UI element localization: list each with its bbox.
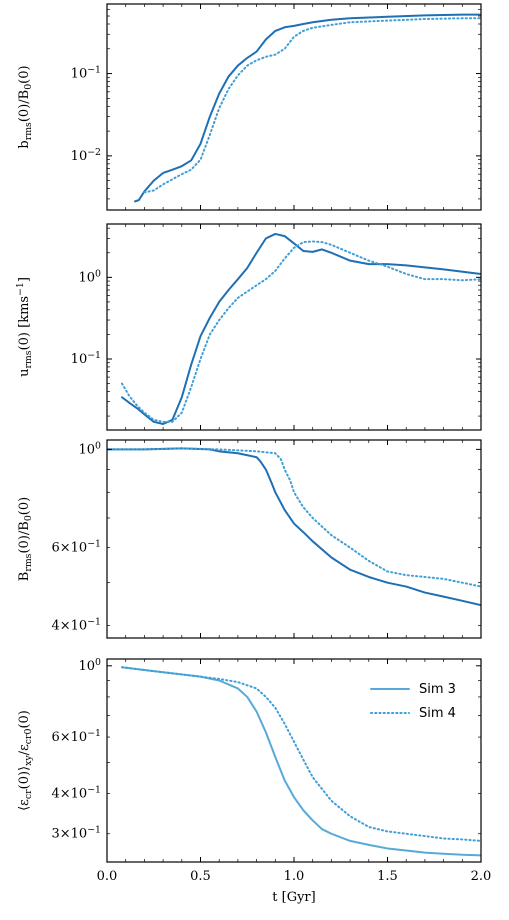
series-line-solid [107, 447, 481, 607]
y-tick-label: 6×10−1 [52, 539, 102, 556]
legend: Sim 3 Sim 4 [370, 682, 456, 721]
y-tick-label: 100 [79, 657, 102, 674]
series-line-solid [120, 232, 481, 425]
y-tick-label: 6×10−1 [52, 728, 102, 745]
y-tick-label: 4×10−1 [52, 785, 102, 802]
panel-2: 10−1 100 urms(0) [kms−1] [15, 223, 482, 431]
x-tick-label: 0.5 [190, 869, 211, 884]
legend-label: Sim 3 [419, 682, 456, 697]
panel-1: 10−2 10−1 brms(0)/B0(0) [17, 3, 482, 211]
y-axis-label: brms(0)/B0(0) [17, 65, 34, 148]
axes-frame [106, 3, 482, 211]
axes-frame [106, 223, 482, 431]
y-axis-label: Brms(0)/B0(0) [17, 497, 34, 581]
x-tick-label: 0.0 [97, 869, 118, 884]
y-tick-label: 4×10−1 [52, 617, 102, 634]
series-line-solid [134, 13, 481, 203]
x-tick-label: 1.5 [377, 869, 398, 884]
series-line-dotted [107, 447, 481, 588]
y-axis-label: urms(0) [kms−1] [15, 277, 34, 377]
x-tick-label: 2.0 [471, 869, 492, 884]
series-group [107, 447, 481, 607]
y-tick-label: 10−1 [71, 65, 101, 82]
y-tick-label: 100 [79, 440, 102, 457]
series-group [120, 666, 481, 857]
x-tick-label: 1.0 [284, 869, 305, 884]
axes-frame [106, 439, 482, 639]
series-line-dotted [120, 240, 481, 423]
y-tick-label: 100 [79, 268, 102, 285]
legend-label: Sim 4 [419, 706, 456, 721]
y-tick-label: 3×10−1 [52, 825, 102, 842]
x-axis-label: t [Gyr] [272, 890, 315, 905]
panel-4: 3×10−1 4×10−1 6×10−1 100 ⟨εcr(0)⟩xy/εcr0(0) 0… [17, 657, 491, 905]
series-group [134, 13, 481, 203]
panel-3: 4×10−1 6×10−1 100 Brms(0)/B0(0) [17, 439, 482, 639]
y-tick-label: 10−1 [71, 350, 101, 367]
series-group [120, 232, 481, 425]
y-tick-label: 10−2 [71, 147, 101, 164]
series-line-dotted [143, 17, 481, 194]
y-axis-label: ⟨εcr(0)⟩xy/εcr0(0) [17, 710, 34, 811]
series-line-dotted [120, 666, 481, 842]
